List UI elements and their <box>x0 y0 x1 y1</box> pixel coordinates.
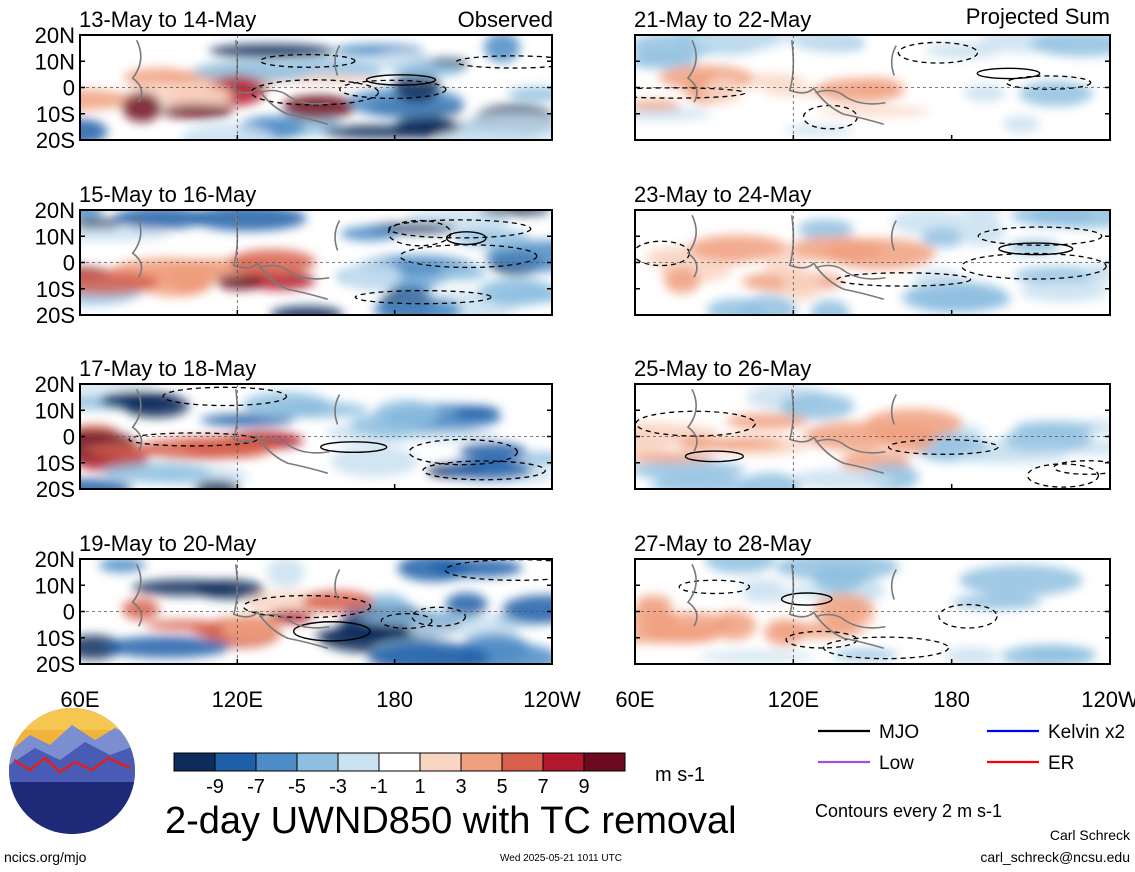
colorbar-tick-label: -9 <box>206 776 224 798</box>
x-tick-label: 60E <box>615 687 654 712</box>
map-panel-3 <box>79 383 553 490</box>
y-tick-label: 10S <box>36 277 75 302</box>
y-tick-label: 20S <box>36 652 75 677</box>
contour-note: Contours every 2 m s-1 <box>815 801 1003 821</box>
colorbar-tick-label: 7 <box>537 776 548 798</box>
panel-date-label: 27-May to 28-May <box>634 531 811 556</box>
colorbar-swatch <box>337 752 380 772</box>
y-tick-label: 10N <box>35 573 75 598</box>
legend: MJO Kelvin x2 Low ER <box>818 722 1125 774</box>
y-tick-label: 10S <box>36 451 75 476</box>
colorbar-tick-label: 1 <box>414 776 425 798</box>
colorbar-tick-label: -3 <box>329 776 347 798</box>
footer-email[interactable]: carl_schreck@ncsu.edu <box>980 849 1130 865</box>
footer-timestamp: Wed 2025-05-21 1011 UTC <box>500 853 622 864</box>
footer-url[interactable]: ncics.org/mjo <box>4 849 87 865</box>
y-tick-label: 20N <box>35 547 75 572</box>
y-tick-label: 0 <box>63 76 75 101</box>
map-panel-4 <box>79 558 553 665</box>
colorbar-swatch <box>583 752 626 772</box>
panel-date-label: 13-May to 14-May <box>79 7 256 32</box>
panel-date-label: 15-May to 16-May <box>79 182 256 207</box>
y-tick-label: 0 <box>63 425 75 450</box>
colorbar-swatch <box>296 752 339 772</box>
y-tick-label: 10N <box>35 224 75 249</box>
map-panel-8 <box>634 558 1111 665</box>
panel-date-label: 17-May to 18-May <box>79 356 256 381</box>
legend-label: MJO <box>879 722 919 743</box>
column-header-observed: Observed <box>458 7 553 32</box>
y-tick-label: 20S <box>36 477 75 502</box>
colorbar-tick-label: 3 <box>455 776 466 798</box>
map-panel-1 <box>79 34 553 141</box>
colorbar-tick-label: -7 <box>247 776 265 798</box>
colorbar-swatch <box>378 752 421 772</box>
footer-author: Carl Schreck <box>1049 827 1130 843</box>
colorbar-swatch <box>419 752 462 772</box>
y-tick-label: 0 <box>63 251 75 276</box>
y-tick-label: 20S <box>36 128 75 153</box>
colorbar-swatch <box>255 752 298 772</box>
map-panel-2 <box>79 209 553 316</box>
map-panel-7 <box>634 383 1111 490</box>
map-panel-6 <box>634 209 1111 316</box>
colorbar-swatch <box>214 752 257 772</box>
y-tick-label: 20N <box>35 23 75 48</box>
x-tick-label: 180 <box>933 687 970 712</box>
colorbar-tick-label: 5 <box>496 776 507 798</box>
y-tick-label: 10N <box>35 398 75 423</box>
y-tick-label: 10S <box>36 626 75 651</box>
panel-date-label: 19-May to 20-May <box>79 531 256 556</box>
colorbar-swatch <box>460 752 503 772</box>
x-tick-label: 120E <box>768 687 819 712</box>
legend-label: Kelvin x2 <box>1048 722 1125 743</box>
y-tick-label: 10S <box>36 102 75 127</box>
panel-date-label: 25-May to 26-May <box>634 356 811 381</box>
legend-label: ER <box>1048 753 1074 774</box>
x-tick-label: 120W <box>523 687 581 712</box>
map-panel-5 <box>634 34 1111 141</box>
x-tick-label: 180 <box>376 687 413 712</box>
colorbar-tick-label: -5 <box>288 776 306 798</box>
ncics-logo <box>9 708 135 834</box>
colorbar-swatch <box>173 752 216 772</box>
colorbar-tick-label: 9 <box>578 776 589 798</box>
colorbar-tick-label: -1 <box>370 776 388 798</box>
x-tick-label: 120E <box>212 687 263 712</box>
y-tick-label: 20S <box>36 303 75 328</box>
x-tick-label: 60E <box>60 687 99 712</box>
y-tick-label: 10N <box>35 49 75 74</box>
column-header-projected: Projected Sum <box>966 4 1110 29</box>
y-tick-label: 0 <box>63 600 75 625</box>
x-tick-label: 120W <box>1081 687 1135 712</box>
colorbar-units: m s-1 <box>655 764 705 786</box>
legend-label: Low <box>879 753 914 774</box>
panel-date-label: 23-May to 24-May <box>634 182 811 207</box>
colorbar-swatch <box>501 752 544 772</box>
colorbar: -9 -7 -5 -3 -1 1 3 5 7 9 <box>173 752 626 798</box>
y-tick-label: 20N <box>35 198 75 223</box>
panel-date-label: 21-May to 22-May <box>634 7 811 32</box>
colorbar-swatch <box>542 752 585 772</box>
main-title: 2-day UWND850 with TC removal <box>165 800 737 842</box>
y-tick-label: 20N <box>35 372 75 397</box>
